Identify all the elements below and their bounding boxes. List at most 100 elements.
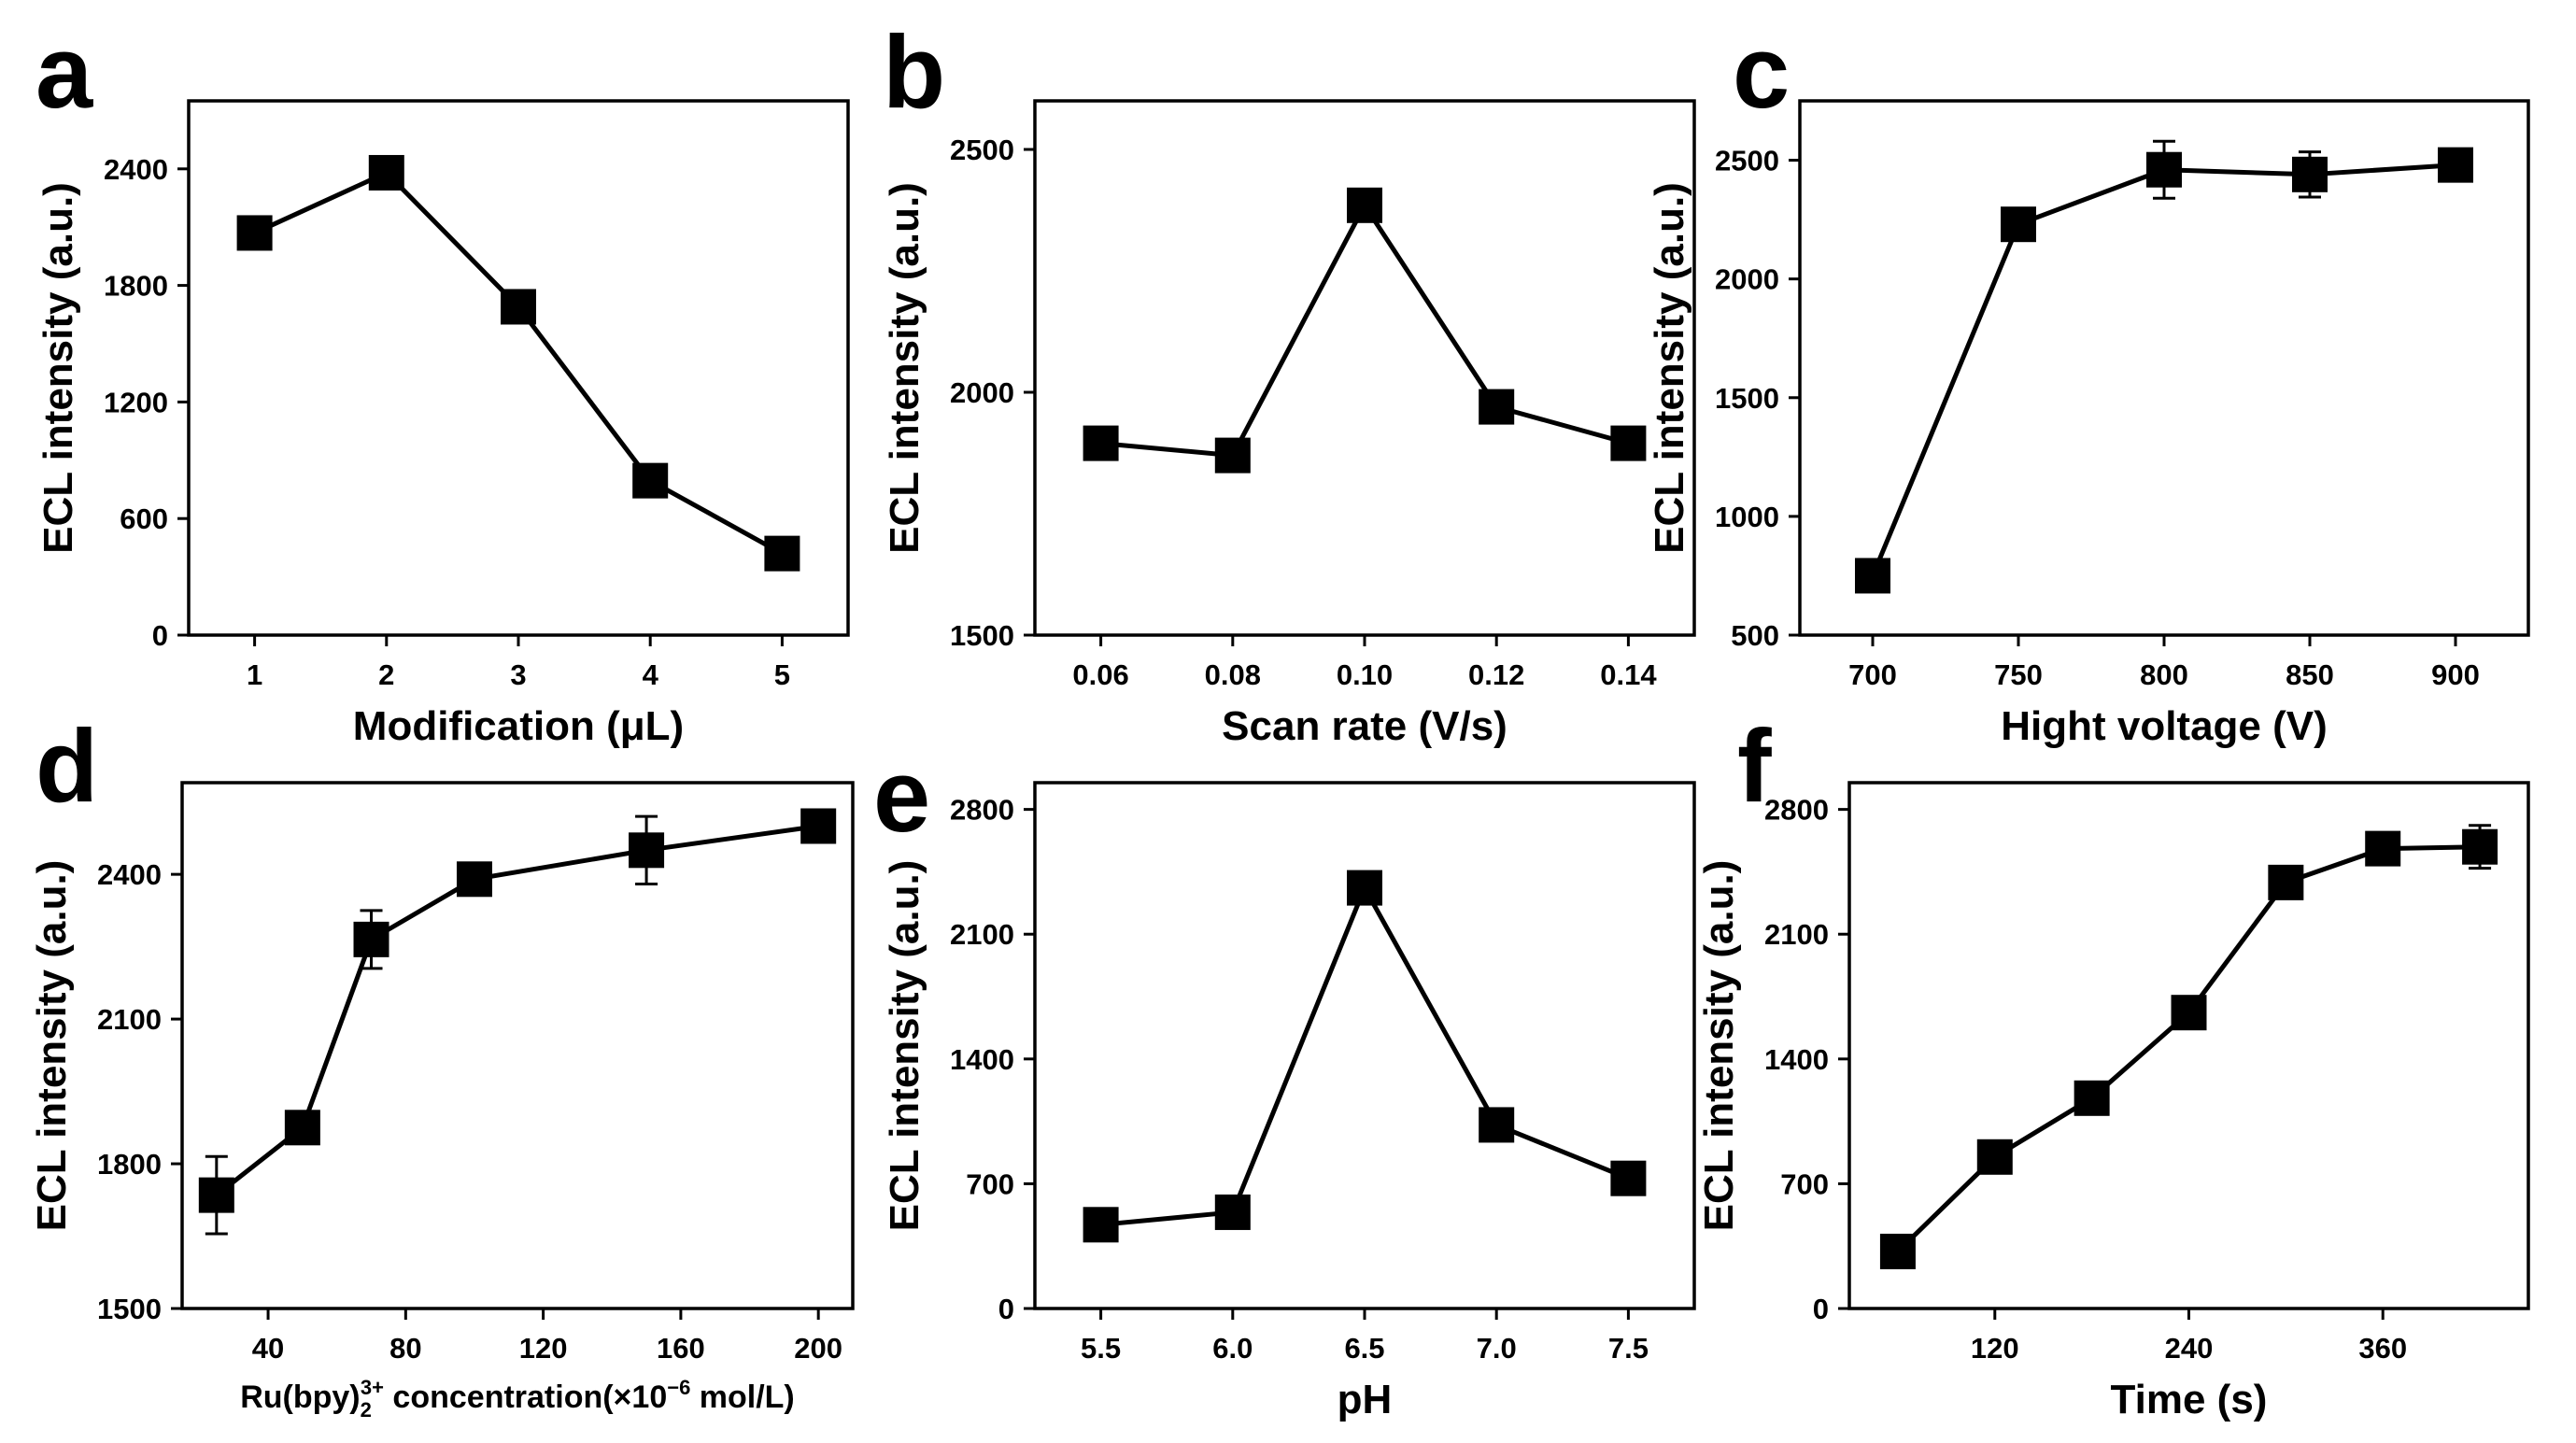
x-tick-label-f: 360 <box>2358 1332 2407 1365</box>
y-tick-label-f: 700 <box>1780 1167 1829 1200</box>
data-point-e <box>1214 1194 1251 1230</box>
y-axis-title-d: ECL intensity (a.u.) <box>29 860 75 1232</box>
plot-frame-d <box>180 781 855 1310</box>
data-point-a <box>501 289 536 325</box>
x-tick-label-a: 1 <box>247 658 262 691</box>
panel-letter-c: c <box>1733 15 1790 130</box>
x-axis-title-a: Modification (μL) <box>353 703 684 749</box>
panel-e-plot: 0 700 1400 2100 2800 5.5 6.0 6.5 7.0 7.5 ECL inten… <box>882 781 1696 1422</box>
series-line-c <box>1870 163 2456 577</box>
x-tick-label-a: 4 <box>643 658 659 691</box>
y-axis-title-a: ECL intensity (a.u.) <box>35 182 81 554</box>
x-tick-label-c: 750 <box>1994 658 2043 691</box>
y-tick-label-a: 1800 <box>104 270 168 303</box>
panel-a-plot: 0 600 1200 1800 2400 1 2 3 4 5 ECL intensity (a.u.… <box>35 99 850 749</box>
x-tick-label-d: 40 <box>252 1332 284 1365</box>
data-point-f <box>2074 1080 2110 1116</box>
y-tick-label-b: 1500 <box>950 619 1014 652</box>
y-axis-title-b: ECL intensity (a.u.) <box>882 182 927 554</box>
panel-letter-d: d <box>35 709 98 824</box>
x-tick-label-c: 850 <box>2286 658 2334 691</box>
y-tick-label-f: 2100 <box>1764 918 1829 951</box>
x-axis-title-e: pH <box>1338 1377 1393 1422</box>
data-point-f <box>1879 1233 1916 1269</box>
x-axis-title-b: Scan rate (V/s) <box>1222 703 1507 749</box>
panel-b-plot: 1500 2000 2500 0.06 0.08 0.10 0.12 0.14 ECL inte… <box>882 99 1696 749</box>
data-point-b <box>1479 389 1515 425</box>
y-tick-label-b: 2000 <box>950 376 1014 409</box>
y-tick-label-e: 2100 <box>950 918 1014 951</box>
x-tick-label-a: 5 <box>774 658 790 691</box>
x-tick-label-d: 80 <box>389 1332 421 1365</box>
y-tick-label-c: 1000 <box>1715 501 1779 533</box>
data-point-a <box>764 535 800 572</box>
data-point-d <box>353 921 389 957</box>
y-tick-label-e: 1400 <box>950 1043 1014 1076</box>
x-tick-label-b: 0.06 <box>1072 658 1128 691</box>
x-tick-label-a: 2 <box>378 658 394 691</box>
data-point-d <box>456 861 492 898</box>
data-point-f <box>2365 830 2401 867</box>
y-tick-label-d: 1800 <box>97 1148 162 1181</box>
y-tick-label-f: 1400 <box>1764 1043 1829 1076</box>
panel-f: f 0 700 1400 2100 2800 120 240 360 ECL intensity… <box>1696 709 2530 1422</box>
data-point-f <box>1976 1139 2013 1175</box>
x-tick-label-e: 5.5 <box>1081 1332 1121 1365</box>
data-point-e <box>1347 870 1382 906</box>
y-tick-label-c: 1500 <box>1715 382 1779 415</box>
y-tick-label-e: 700 <box>966 1167 1014 1200</box>
y-tick-label-a: 1200 <box>104 386 168 418</box>
y-axis-title-e: ECL intensity (a.u.) <box>882 860 927 1232</box>
y-tick-label-a: 0 <box>152 619 168 652</box>
x-tick-label-e: 7.5 <box>1608 1332 1649 1365</box>
x-tick-label-f: 240 <box>2165 1332 2214 1365</box>
data-point-d <box>198 1177 234 1213</box>
x-axis-title-c: Hight voltage (V) <box>2001 703 2328 749</box>
panel-letter-f: f <box>1737 709 1772 824</box>
y-tick-label-b: 2500 <box>950 134 1014 166</box>
series-line-a <box>253 170 784 556</box>
y-tick-label-f: 2800 <box>1764 794 1829 827</box>
panel-a: a 0 600 1200 1800 2400 1 2 3 4 5 ECL intensity (a.… <box>35 15 850 749</box>
data-point-f <box>2268 864 2304 900</box>
x-tick-label-e: 6.5 <box>1344 1332 1384 1365</box>
x-axis-title-d: Ru(bpy)23+ concentration(×10−6 mol/L) <box>240 1376 795 1422</box>
x-tick-label-d: 200 <box>794 1332 842 1365</box>
y-tick-label-c: 2500 <box>1715 145 1779 177</box>
data-point-d <box>284 1110 320 1146</box>
x-tick-label-f: 120 <box>1971 1332 2019 1365</box>
data-point-e <box>1479 1107 1515 1143</box>
panel-e: e 0 700 1400 2100 2800 5.5 6.0 6.5 7.0 7.5 ECL int… <box>873 739 1696 1422</box>
panel-d-plot: 1500 1800 2100 2400 40 80 120 160 200 ECL intensi… <box>29 781 855 1422</box>
plot-frame-f <box>1847 781 2530 1310</box>
data-point-b <box>1083 425 1119 461</box>
panel-letter-e: e <box>873 739 930 854</box>
y-tick-label-d: 2100 <box>97 1003 162 1036</box>
data-point-d <box>800 808 837 844</box>
y-tick-label-f: 0 <box>1813 1293 1829 1325</box>
data-point-f <box>2462 828 2498 865</box>
x-tick-label-a: 3 <box>510 658 526 691</box>
data-point-c <box>2292 156 2328 192</box>
data-point-e <box>1083 1207 1119 1243</box>
y-tick-label-e: 0 <box>998 1293 1014 1325</box>
x-tick-label-e: 6.0 <box>1212 1332 1253 1365</box>
panel-letter-b: b <box>883 15 945 130</box>
x-tick-label-b: 0.08 <box>1205 658 1261 691</box>
x-tick-label-b: 0.12 <box>1468 658 1524 691</box>
x-tick-label-b: 0.14 <box>1600 658 1657 691</box>
data-point-a <box>368 154 404 191</box>
x-tick-label-c: 700 <box>1848 658 1897 691</box>
x-tick-label-d: 160 <box>657 1332 705 1365</box>
panel-letter-a: a <box>35 15 93 130</box>
panel-f-plot: 0 700 1400 2100 2800 120 240 360 ECL intensity (… <box>1696 781 2530 1422</box>
x-tick-label-c: 800 <box>2140 658 2188 691</box>
data-point-b <box>1347 187 1382 223</box>
y-tick-label-c: 2000 <box>1715 263 1779 296</box>
y-axis-title-f: ECL intensity (a.u.) <box>1696 860 1742 1232</box>
x-tick-label-e: 7.0 <box>1477 1332 1517 1365</box>
data-point-a <box>632 462 669 499</box>
panel-b: b 1500 2000 2500 0.06 0.08 0.10 0.12 0.14 ECL in… <box>882 15 1696 749</box>
plot-frame-e <box>1033 781 1696 1310</box>
